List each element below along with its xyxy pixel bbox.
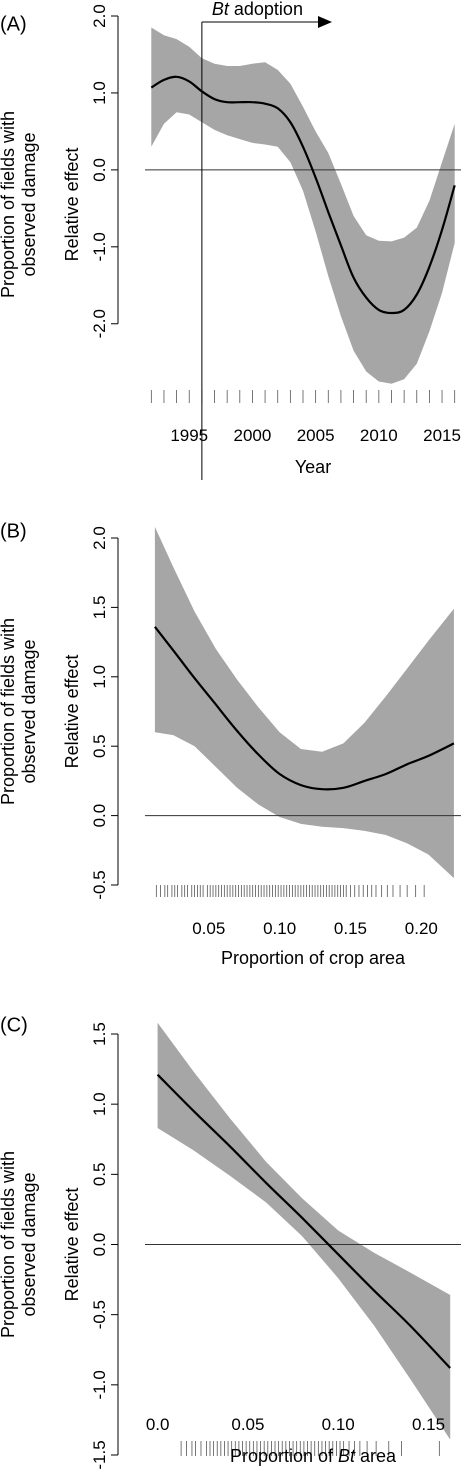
fitted-line (156, 1073, 451, 1369)
confidence-band (154, 526, 454, 879)
outer-y-axis-title: Proportion of fields withobserved damage (0, 111, 39, 298)
panel-label: (B) (0, 521, 27, 543)
y-tick-label: 0.0 (90, 804, 109, 828)
confidence-band (151, 27, 455, 384)
bt-adoption-label-text: adoption (229, 0, 303, 19)
y-tick-label: -2.0 (90, 309, 109, 338)
y-tick-label: 0.5 (90, 734, 109, 758)
panel-label: (C) (0, 1015, 28, 1037)
y-tick-label: 0.0 (90, 158, 109, 182)
x-tick-label: 0.10 (263, 919, 296, 938)
x-tick-label: 0.10 (322, 1415, 355, 1434)
panel-a: (A) Proportion of fields withobserved dam… (0, 0, 461, 480)
y-tick-label: -0.5 (90, 1300, 109, 1329)
x-tick-label: 2000 (234, 426, 272, 445)
outer-y-axis-title-line: Proportion of fields with (0, 618, 18, 805)
x-tick-label: 0.05 (231, 1415, 264, 1434)
y-tick-label: -1.0 (90, 232, 109, 261)
y-axis-title: Relative effect (62, 1188, 82, 1302)
y-axis-title: Relative effect (62, 148, 82, 262)
x-tick-label: 0.05 (192, 919, 225, 938)
x-axis-title: Year (295, 457, 331, 477)
outer-y-axis-title-line: observed damage (19, 1172, 39, 1316)
y-tick-label: 1.0 (90, 665, 109, 689)
x-tick-label: 0.0 (146, 1415, 170, 1434)
x-axis-title-italic: Bt (338, 1446, 356, 1466)
x-tick-label: 2005 (297, 426, 335, 445)
panel-c: (C) Proportion of fields withobserved dam… (0, 1015, 461, 1470)
outer-y-axis-title-line: observed damage (19, 639, 39, 783)
y-tick-label: 2.0 (90, 4, 109, 28)
x-axis-title: Proportion of crop area (221, 948, 406, 968)
y-tick-label: 1.5 (90, 1022, 109, 1046)
y-tick-label: 1.0 (90, 81, 109, 105)
x-tick-label: 2010 (360, 426, 398, 445)
y-tick-label: 0.5 (90, 1163, 109, 1187)
y-tick-label: 1.5 (90, 596, 109, 620)
x-tick-label: 0.15 (412, 1415, 445, 1434)
y-tick-label: -1.0 (90, 1370, 109, 1399)
bt-adoption-label-italic: Bt (212, 0, 230, 19)
x-tick-label: 0.20 (405, 919, 438, 938)
x-axis-title-part: Proportion of (230, 1446, 338, 1466)
bt-adoption-label: Bt adoption (212, 0, 303, 19)
x-tick-label: 0.15 (334, 919, 367, 938)
outer-y-axis-title-line: Proportion of fields with (0, 1151, 18, 1338)
x-tick-label: 1995 (170, 426, 208, 445)
outer-y-axis-title: Proportion of fields withobserved damage (0, 618, 39, 805)
panel-b: (B) Proportion of fields withobserved dam… (0, 521, 461, 968)
y-tick-label: -1.5 (90, 1440, 109, 1469)
y-tick-label: 2.0 (90, 526, 109, 550)
outer-y-axis-title-line: Proportion of fields with (0, 111, 18, 298)
confidence-band (157, 1022, 451, 1440)
x-axis-title: Proportion of Bt area (230, 1446, 397, 1466)
bt-adoption-arrowhead (318, 16, 332, 28)
outer-y-axis-title: Proportion of fields withobserved damage (0, 1151, 39, 1338)
panel-label: (A) (0, 14, 27, 36)
y-tick-label: 0.0 (90, 1233, 109, 1257)
y-axis-title: Relative effect (62, 655, 82, 769)
outer-y-axis-title-line: observed damage (19, 132, 39, 276)
y-tick-label: 1.0 (90, 1092, 109, 1116)
x-axis-title-part: area (355, 1446, 397, 1466)
fitted-line (154, 626, 455, 791)
x-tick-label: 2015 (423, 426, 461, 445)
y-tick-label: -0.5 (90, 870, 109, 899)
